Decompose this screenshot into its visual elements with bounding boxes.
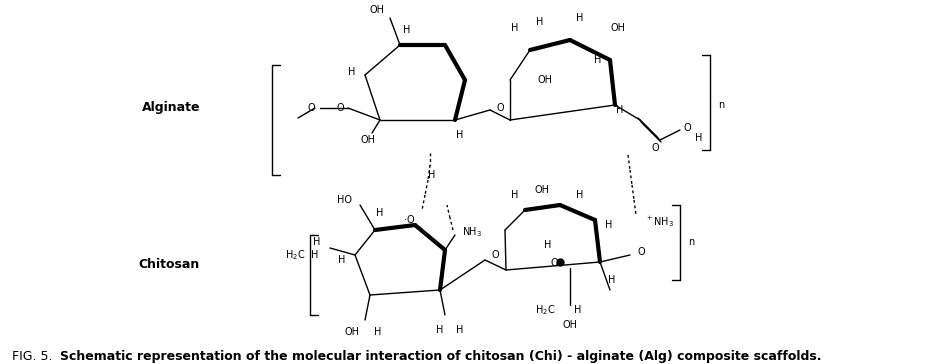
Text: H: H <box>338 255 346 265</box>
Text: FIG. 5.: FIG. 5. <box>12 350 53 363</box>
Text: HO: HO <box>337 195 352 205</box>
Text: Schematic representation of the molecular interaction of chitosan (Chi) - algina: Schematic representation of the molecula… <box>60 350 822 363</box>
Text: OH: OH <box>610 23 625 33</box>
Text: OH: OH <box>534 185 549 195</box>
Text: O: O <box>683 123 690 133</box>
Text: H: H <box>437 325 444 335</box>
Text: H: H <box>313 237 320 247</box>
Text: H: H <box>545 240 552 250</box>
Text: O: O <box>550 258 558 268</box>
Text: H: H <box>512 190 518 200</box>
Text: H: H <box>512 23 518 33</box>
Text: H: H <box>577 13 584 23</box>
Text: H: H <box>428 170 436 180</box>
Text: H: H <box>605 220 612 230</box>
Text: OH: OH <box>361 135 376 145</box>
Text: H$_2$C: H$_2$C <box>285 248 305 262</box>
Text: Chitosan: Chitosan <box>139 258 200 272</box>
Text: H: H <box>695 133 702 143</box>
Text: H: H <box>616 105 623 115</box>
Text: H: H <box>575 305 581 315</box>
Text: OH: OH <box>537 75 552 85</box>
Text: Alginate: Alginate <box>142 102 200 115</box>
Text: n: n <box>718 100 724 110</box>
Text: H: H <box>375 327 381 337</box>
Text: H: H <box>594 55 602 65</box>
Text: OH: OH <box>370 5 385 15</box>
Text: H: H <box>377 208 384 218</box>
Text: H: H <box>577 190 584 200</box>
Text: H: H <box>404 25 410 35</box>
Text: NH$_3$: NH$_3$ <box>462 225 482 239</box>
Text: H: H <box>348 67 356 77</box>
Text: H: H <box>456 325 464 335</box>
Text: O: O <box>651 143 659 153</box>
Text: O: O <box>638 247 646 257</box>
Text: O: O <box>336 103 344 113</box>
Text: n: n <box>688 237 694 247</box>
Text: H: H <box>608 275 615 285</box>
Text: O: O <box>307 103 315 113</box>
Text: H$_2$C: H$_2$C <box>534 303 555 317</box>
Text: H: H <box>456 130 464 140</box>
Text: OH: OH <box>562 320 577 330</box>
Text: OH: OH <box>345 327 360 337</box>
Text: H: H <box>311 250 318 260</box>
Text: H: H <box>536 17 544 27</box>
Text: O: O <box>491 250 499 260</box>
Text: $^+$NH$_3$: $^+$NH$_3$ <box>645 214 674 229</box>
Text: ·O: ·O <box>405 215 415 225</box>
Text: O: O <box>496 103 504 113</box>
